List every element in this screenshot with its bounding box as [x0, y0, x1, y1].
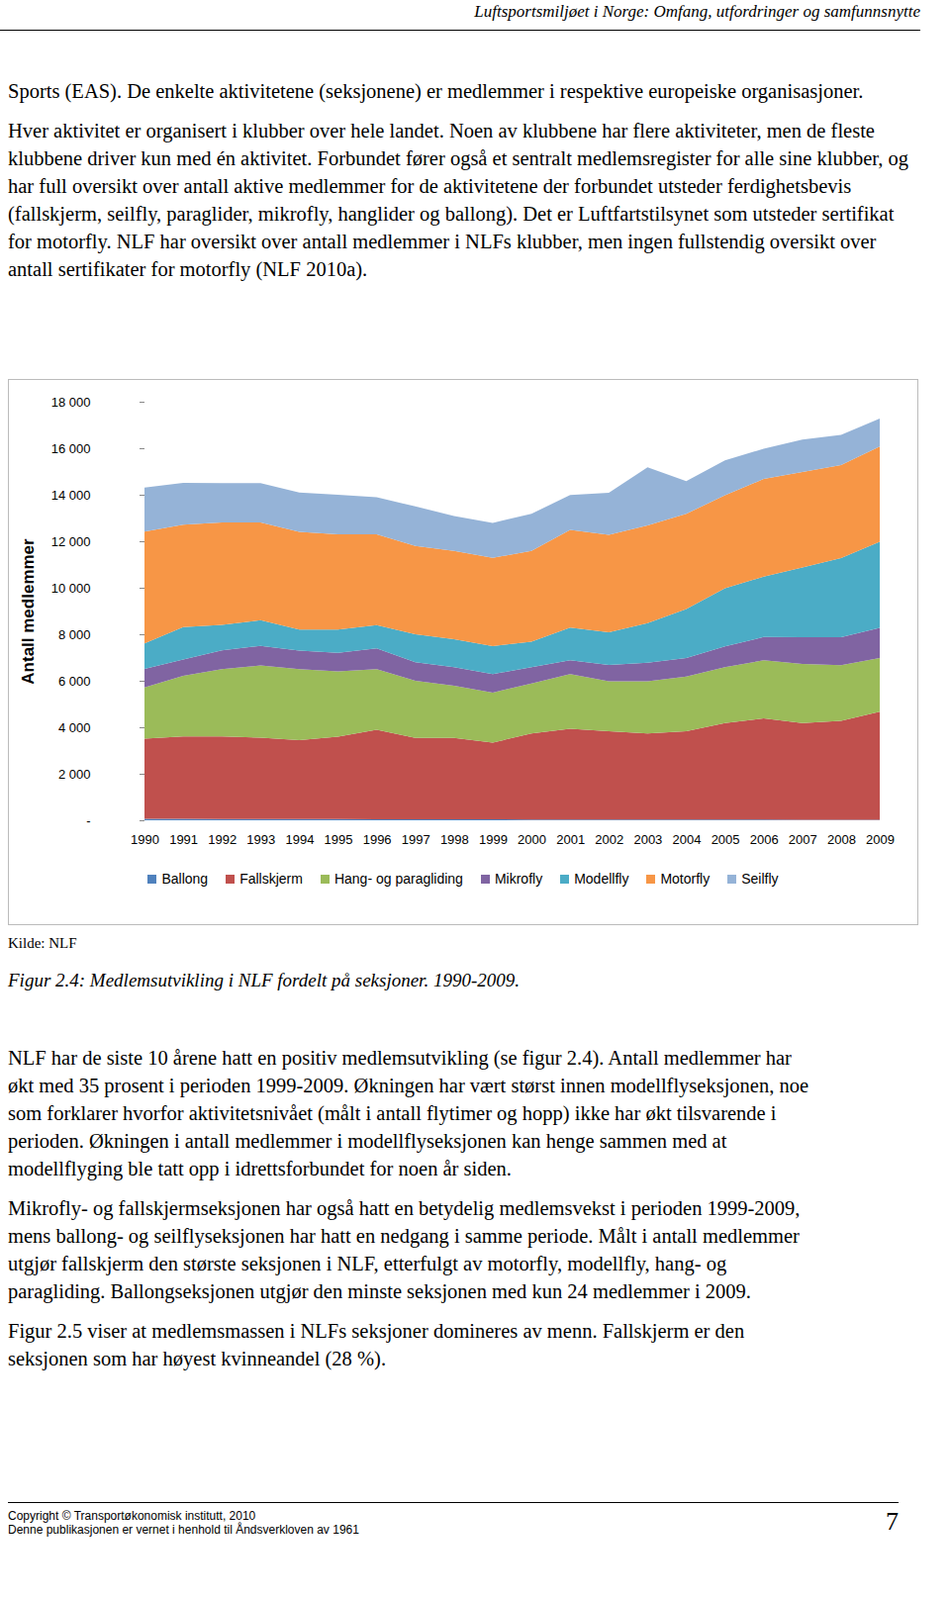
svg-text:1997: 1997: [401, 832, 431, 848]
svg-text:1999: 1999: [478, 832, 508, 848]
html-text:Sports (EAS). De enkelte aktiv: Sports (EAS). De enkelte aktivitetene (s…: [7, 80, 864, 102]
svg-text:6 000: 6 000: [58, 673, 92, 689]
svg-text:14 000: 14 000: [51, 487, 92, 503]
html-text:Luftsportsmiljøet i Norge: Omf: Luftsportsmiljøet i Norge: Omfang, utfor…: [474, 1, 921, 21]
html-text:Mikrofly- og fallskjermseksjon: Mikrofly- og fallskjermseksjonen har ogs…: [7, 1197, 801, 1303]
svg-text:12 000: 12 000: [51, 534, 92, 550]
svg-text:2008: 2008: [827, 832, 856, 848]
svg-text:1998: 1998: [440, 832, 470, 848]
svg-text:1994: 1994: [285, 832, 314, 848]
html-text:Seilfly: Seilfly: [741, 870, 779, 887]
html-text:Hver aktivitet er organisert i: Hver aktivitet er organisert i klubber o…: [7, 119, 909, 281]
svg-text:1995: 1995: [324, 832, 354, 848]
svg-text:1992: 1992: [207, 832, 237, 848]
html-text:Copyright © Transportøkonomisk: Copyright © Transportøkonomisk institutt…: [7, 1509, 256, 1523]
html-text:Hang- og paragliding: Hang- og paragliding: [334, 870, 464, 887]
svg-text:2000: 2000: [517, 832, 547, 848]
svg-text:2003: 2003: [633, 832, 663, 848]
svg-text:18 000: 18 000: [51, 394, 92, 410]
html-text:Modellfly: Modellfly: [574, 870, 629, 887]
svg-text:2001: 2001: [556, 832, 585, 848]
html-text:Fallskjerm: Fallskjerm: [239, 870, 303, 887]
svg-text:4 000: 4 000: [58, 720, 92, 736]
svg-text:10 000: 10 000: [51, 580, 92, 596]
svg-text:16 000: 16 000: [51, 441, 92, 457]
svg-text:1990: 1990: [130, 832, 160, 848]
html-text:Kilde: NLF: Kilde: NLF: [7, 935, 77, 951]
svg-text:2004: 2004: [672, 832, 702, 848]
html-text:NLF har de siste 10 årene hatt: NLF har de siste 10 årene hatt en positi…: [7, 1046, 809, 1180]
html-text:Figur 2.5 viser at medlemsmass: Figur 2.5 viser at medlemsmassen i NLFs …: [7, 1320, 745, 1370]
html-text:Figur 2.4: Medlemsutvikling i: Figur 2.4: Medlemsutvikling i NLF fordel…: [7, 969, 520, 991]
html-text:Motorfly: Motorfly: [660, 870, 710, 887]
html-text:Ballong: Ballong: [161, 870, 208, 887]
svg-text:1991: 1991: [169, 832, 198, 848]
svg-text:2 000: 2 000: [58, 766, 92, 782]
svg-text:1996: 1996: [363, 832, 392, 848]
svg-text:Antall medlemmer: Antall medlemmer: [18, 538, 38, 685]
html-text:7: 7: [885, 1507, 899, 1536]
svg-text:8 000: 8 000: [58, 627, 92, 643]
html-text:Denne publikasjonen er vernet: Denne publikasjonen er vernet i henhold …: [7, 1522, 360, 1537]
svg-text:2005: 2005: [711, 832, 741, 848]
svg-text:2009: 2009: [865, 832, 895, 848]
svg-text:2006: 2006: [750, 832, 779, 848]
html-text:Mikrofly: Mikrofly: [494, 870, 543, 887]
svg-text:1993: 1993: [246, 832, 276, 848]
svg-text:2002: 2002: [594, 832, 624, 848]
svg-text:-: -: [86, 813, 91, 829]
svg-text:2007: 2007: [788, 832, 818, 848]
